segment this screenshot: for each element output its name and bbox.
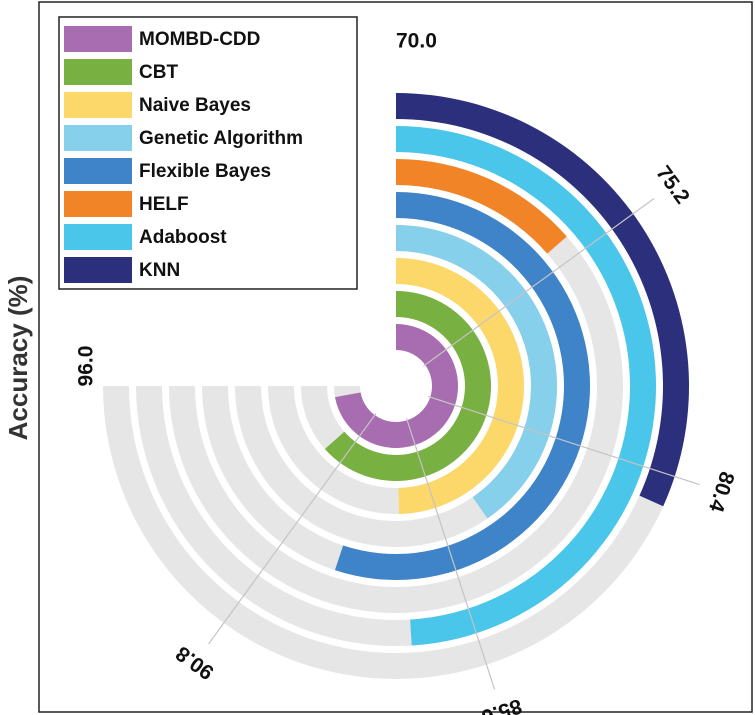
legend-label-2: Naive Bayes xyxy=(139,95,251,116)
tick-label-2: 80.4 xyxy=(704,469,739,515)
legend-swatch-2 xyxy=(64,92,132,118)
bar-6 xyxy=(396,126,657,646)
plot-border xyxy=(38,1,753,713)
legend-swatch-5 xyxy=(64,191,132,217)
legend-label-7: KNN xyxy=(139,260,180,281)
tick-label-1: 75.2 xyxy=(651,162,694,209)
legend-swatch-0 xyxy=(64,26,132,52)
legend-swatch-4 xyxy=(64,158,132,184)
legend-label-6: Adaboost xyxy=(139,227,227,248)
bar-0 xyxy=(335,324,458,448)
legend-swatch-3 xyxy=(64,125,132,151)
tick-label-0: 70.0 xyxy=(396,30,437,53)
tick-label-3: 85.6 xyxy=(479,694,525,715)
legend-label-4: Flexible Bayes xyxy=(139,161,271,182)
bar-5 xyxy=(396,159,567,254)
gridline-4 xyxy=(208,413,377,645)
legend-label-0: MOMBD-CDD xyxy=(139,29,260,50)
legend-swatch-1 xyxy=(64,59,132,85)
gridline-1 xyxy=(423,198,655,367)
legend-swatch-6 xyxy=(64,224,132,250)
tick-label-5: 96.0 xyxy=(75,346,98,387)
gridline-2 xyxy=(428,395,700,486)
tick-label-4: 90.8 xyxy=(171,641,218,684)
bar-1 xyxy=(324,291,492,481)
legend-label-3: Genetic Algorithm xyxy=(139,128,303,149)
legend-label-1: CBT xyxy=(139,62,178,83)
bar-2 xyxy=(396,258,525,514)
legend-label-5: HELF xyxy=(139,194,189,215)
gridline-3 xyxy=(405,418,496,690)
y-axis-label: Accuracy (%) xyxy=(3,276,33,441)
legend-swatch-7 xyxy=(64,257,132,283)
bar-7 xyxy=(396,93,689,507)
